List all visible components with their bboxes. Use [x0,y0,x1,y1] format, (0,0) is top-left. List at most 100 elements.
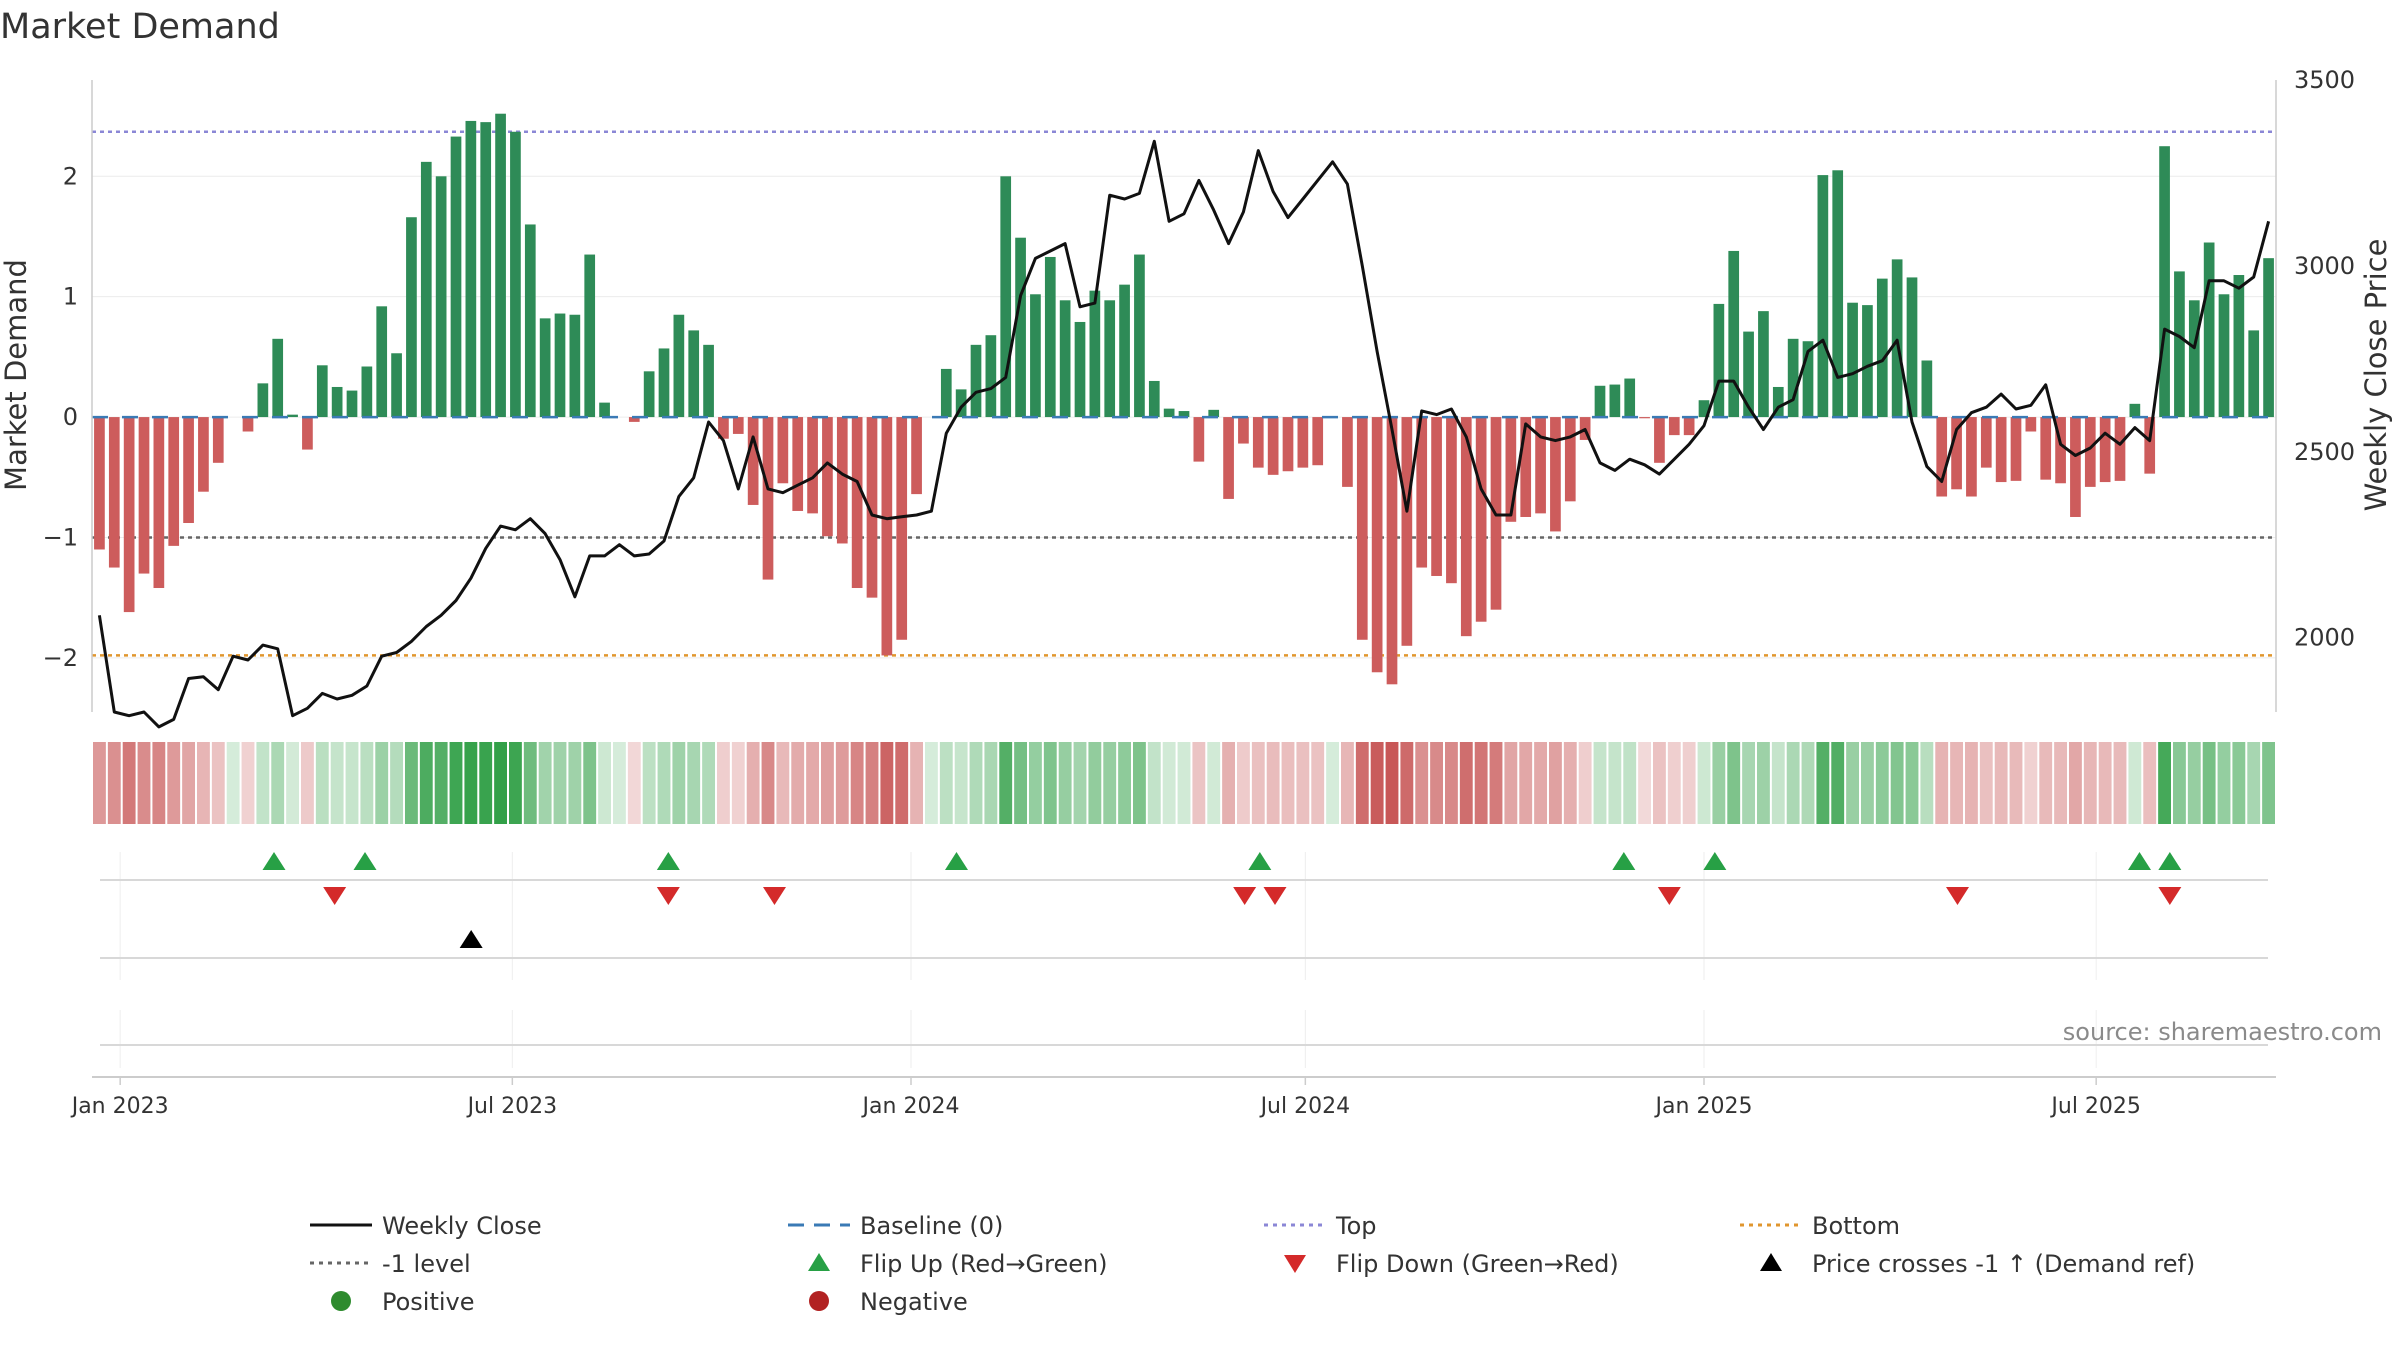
positive-bar [272,338,284,418]
left-y-ticks: 2 1 0 −1 −2 [43,162,78,672]
positive-bar [569,314,581,418]
negative-bar [732,417,744,434]
flip-up-marker [1612,852,1636,870]
heat-cell [1162,742,1176,824]
negative-bar [851,417,863,589]
positive-bar [539,318,551,418]
negative-bar [1995,417,2007,483]
heat-cell [2262,742,2275,824]
negative-bar [2010,417,2022,481]
heat-cell [301,742,314,824]
flip-down-marker [323,887,347,905]
heat-cell [1697,742,1711,824]
positive-bar [1163,408,1175,418]
heat-cell [241,742,255,824]
positive-bar [1030,294,1041,418]
heat-cell [2098,742,2112,824]
heat-cell [553,742,567,824]
negative-bar [1401,417,1413,646]
heat-cell [761,742,775,824]
y-axis-label: Market Demand [0,259,33,491]
positive-bar [1743,331,1754,418]
heat-cell [2173,742,2186,824]
heat-cell [405,742,418,824]
flip-down-marker [1233,887,1257,905]
flip-down-marker [763,887,786,905]
heat-cell [1979,742,1993,824]
positive-bar [465,120,477,418]
negative-bar [1252,417,1264,468]
date-tick-label: Jan 2024 [861,1094,960,1119]
heat-cell [954,742,968,824]
heat-cell [731,742,745,824]
flip-up-marker [353,852,377,870]
positive-bar [955,389,967,418]
positive-bar [584,254,596,418]
positive-bar [703,344,714,418]
demand-heat-strip [93,742,2275,824]
heat-cell [286,742,299,824]
positive-bar [673,314,685,418]
positive-bar [331,386,343,418]
positive-bar [1044,256,1056,418]
positive-bar [1787,338,1799,418]
heat-cell [1251,742,1265,824]
negative-bar [138,417,150,574]
heat-cell [1950,742,1963,824]
negative-bar [2070,417,2081,517]
heat-cell [271,742,285,824]
legend-label: Flip Up (Red→Green) [860,1250,1108,1278]
positive-bar [1000,176,1012,418]
heat-cell [226,742,240,824]
positive-bar [643,371,655,418]
heat-cell [1445,742,1458,824]
positive-bar [1134,254,1145,418]
heat-cell [1563,742,1577,824]
heat-cell [1029,742,1042,824]
heat-cell [449,742,463,824]
positive-bar [2263,258,2274,418]
positive-bar [1089,290,1101,418]
heat-cell [776,742,790,824]
negative-bar [747,417,759,505]
positive-bar [435,176,447,418]
positive-bar [1104,300,1116,418]
negative-bar [1936,417,1948,497]
heat-cell [211,742,225,824]
legend-label: Positive [382,1288,475,1316]
positive-bar [2174,271,2185,418]
positive-bar [1119,284,1130,418]
positive-bar [940,368,952,418]
negative-bar [2055,417,2066,484]
negative-bar [1460,417,1472,637]
heat-cell [1296,742,1310,824]
negative-bar [212,417,224,463]
heat-cell [2128,742,2142,824]
negative-bar [1550,417,1561,532]
heat-cell [360,742,374,824]
positive-bar [2233,275,2245,418]
positive-bar [1891,259,1903,418]
positive-bar [1148,380,1160,418]
positive-bar [287,414,298,418]
positive-bar [1698,400,1710,418]
positive-bar [1624,378,1636,418]
heat-cell [523,742,537,824]
heat-cell [1742,742,1755,824]
heat-cell [1043,742,1057,824]
heat-cell [1801,742,1815,824]
legend-label: Baseline (0) [860,1212,1003,1240]
negative-bar [168,417,180,546]
heat-cell [375,742,389,824]
negative-bar [123,417,135,613]
positive-bar [970,344,982,418]
heat-cell [2039,742,2053,824]
negative-bar [718,417,729,439]
positive-bar [688,330,700,418]
negative-bar [1416,417,1428,568]
negative-bar [1668,417,1680,436]
y-tick-label: 0 [63,403,78,431]
flip-up-marker [1703,852,1727,870]
negative-bar [1267,417,1279,475]
heat-cell [1861,742,1874,824]
